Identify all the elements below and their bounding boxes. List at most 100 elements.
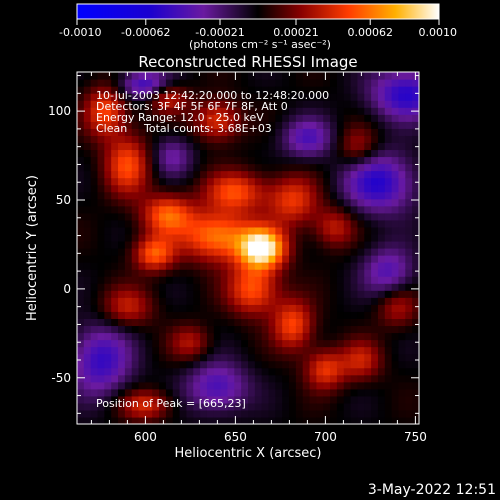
heatmap-cell [193, 128, 201, 136]
heatmap-cell [104, 248, 112, 256]
heatmap-cell [371, 402, 379, 411]
heatmap-cell [118, 100, 126, 108]
heatmap-cell [330, 219, 338, 228]
heatmap-cell [254, 374, 263, 383]
heatmap-cell [371, 212, 379, 221]
heatmap-cell [159, 142, 167, 151]
heatmap-cell [316, 170, 324, 179]
heatmap-cell [213, 79, 222, 87]
heatmap-cell [220, 409, 229, 418]
heatmap-cell [289, 79, 297, 87]
heatmap-cell [323, 226, 331, 235]
heatmap-cell [309, 388, 317, 397]
heatmap-cell [248, 135, 256, 143]
heatmap-cell [377, 212, 386, 221]
heatmap-cell [111, 135, 119, 143]
heatmap-cell [261, 191, 270, 200]
heatmap-cell [248, 290, 256, 298]
heatmap-cell [124, 290, 133, 298]
heatmap-cell [234, 72, 242, 80]
heatmap-cell [371, 226, 379, 235]
heatmap-cell [90, 339, 99, 348]
heatmap-cell [384, 332, 393, 341]
heatmap-cell [227, 205, 235, 214]
heatmap-cell [124, 388, 133, 397]
heatmap-cell [282, 100, 290, 108]
heatmap-cell [398, 191, 406, 200]
heatmap-cell [405, 135, 413, 143]
heatmap-cell [179, 219, 188, 228]
heatmap-cell [97, 205, 105, 214]
heatmap-cell [234, 297, 242, 305]
heatmap-cell [282, 240, 290, 249]
heatmap-cell [138, 142, 146, 151]
heatmap-cell [131, 255, 140, 263]
heatmap-cell [282, 388, 290, 397]
heatmap-cell [131, 114, 140, 122]
heatmap-cell [104, 163, 112, 172]
heatmap-cell [234, 346, 242, 355]
heatmap-cell [371, 374, 379, 383]
heatmap-cell [104, 72, 112, 80]
heatmap-cell [118, 219, 126, 228]
heatmap-cell [268, 156, 276, 165]
heatmap-cell [104, 177, 112, 186]
heatmap-cell [289, 262, 297, 270]
heatmap-cell [124, 262, 133, 270]
heatmap-cell [309, 283, 317, 291]
heatmap-cell [275, 395, 283, 404]
heatmap-cell [377, 381, 386, 390]
heatmap-cell [295, 226, 304, 235]
heatmap-cell [323, 353, 331, 362]
heatmap-cell [152, 409, 160, 418]
heatmap-cell [124, 402, 133, 411]
heatmap-cell [145, 297, 153, 305]
heatmap-cell [295, 233, 304, 242]
heatmap-cell [275, 346, 283, 355]
heatmap-cell [295, 184, 304, 193]
heatmap-cell [220, 360, 229, 369]
heatmap-cell [350, 339, 359, 348]
heatmap-cell [343, 381, 352, 390]
heatmap-cell [275, 170, 283, 179]
heatmap-cell [384, 325, 393, 334]
heatmap-cell [124, 367, 133, 376]
heatmap-cell [97, 318, 105, 327]
heatmap-cell [159, 156, 167, 165]
heatmap-cell [323, 416, 331, 424]
heatmap-cell [124, 353, 133, 362]
heatmap-cell [254, 233, 263, 242]
heatmap-cell [343, 374, 352, 383]
heatmap-cell [336, 311, 345, 319]
heatmap-cell [131, 198, 140, 207]
heatmap-cell [124, 416, 133, 424]
heatmap-cell [90, 177, 99, 186]
heatmap-cell [200, 269, 208, 277]
heatmap-cell [227, 318, 235, 327]
heatmap-cell [234, 325, 242, 334]
heatmap-cell [159, 297, 167, 305]
heatmap-cell [412, 163, 419, 172]
heatmap-cell [172, 184, 181, 193]
heatmap-cell [186, 381, 194, 390]
heatmap-cell [83, 233, 92, 242]
heatmap-cell [302, 360, 311, 369]
heatmap-cell [398, 184, 406, 193]
heatmap-cell [336, 262, 345, 270]
heatmap-cell [364, 283, 372, 291]
heatmap-cell [261, 255, 270, 263]
heatmap-cell [152, 388, 160, 397]
heatmap-cell [330, 409, 338, 418]
heatmap-cell [186, 262, 194, 270]
heatmap-cell [398, 149, 406, 158]
heatmap-cell [275, 388, 283, 397]
heatmap-cell [172, 72, 181, 80]
heatmap-cell [398, 128, 406, 136]
heatmap-cell [200, 325, 208, 334]
heatmap-cell [206, 374, 215, 383]
heatmap-cell [83, 198, 92, 207]
heatmap-cell [248, 198, 256, 207]
heatmap-cell [343, 402, 352, 411]
heatmap-cell [261, 395, 270, 404]
heatmap-cell [77, 128, 85, 136]
